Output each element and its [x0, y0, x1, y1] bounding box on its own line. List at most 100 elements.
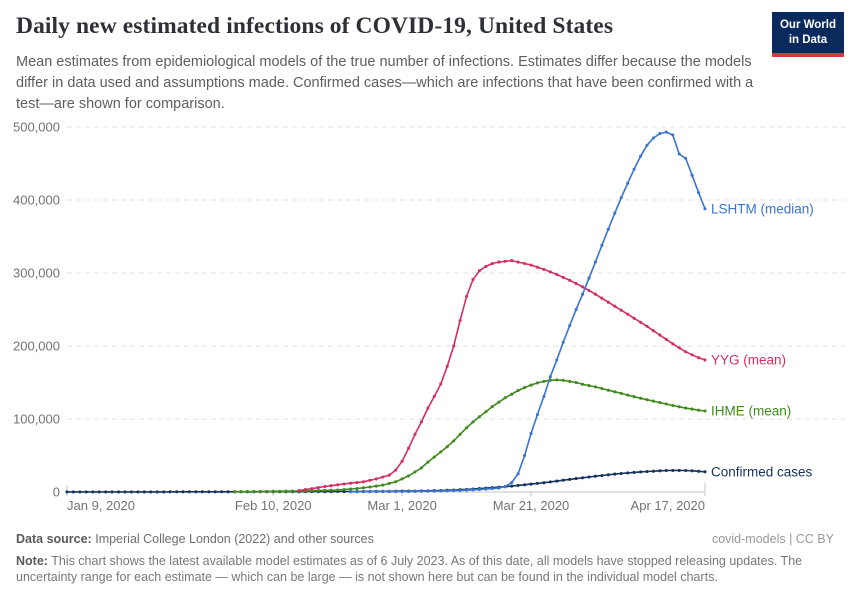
data-point-marker: [651, 329, 655, 333]
data-point-marker: [529, 383, 533, 387]
data-point-marker: [490, 405, 494, 409]
data-point-marker: [387, 490, 391, 494]
data-point-marker: [316, 486, 320, 490]
data-point-marker: [452, 344, 456, 348]
data-point-marker: [142, 490, 146, 494]
data-point-marker: [477, 269, 481, 273]
data-point-marker: [149, 490, 153, 494]
data-point-marker: [600, 296, 604, 300]
data-point-marker: [84, 490, 88, 494]
data-point-marker: [639, 320, 643, 324]
data-point-marker: [497, 260, 501, 264]
data-point-marker: [658, 333, 662, 337]
data-point-marker: [593, 385, 597, 389]
data-point-marker: [671, 468, 675, 472]
data-point-marker: [632, 395, 636, 399]
data-point-marker: [200, 490, 204, 494]
data-point-marker: [342, 487, 346, 492]
data-point-marker: [510, 392, 514, 396]
data-point-marker: [484, 264, 488, 268]
data-point-marker: [439, 382, 443, 386]
data-point-marker: [291, 489, 295, 493]
data-point-marker: [548, 270, 552, 274]
data-point-marker: [645, 143, 649, 147]
series-end-label[interactable]: YYG (mean): [711, 352, 786, 367]
data-point-marker: [516, 472, 520, 476]
data-point-marker: [677, 405, 681, 409]
data-point-marker: [271, 489, 275, 493]
data-point-marker: [91, 490, 95, 494]
data-point-marker: [497, 486, 501, 490]
data-point-marker: [419, 489, 423, 493]
data-point-marker: [619, 471, 623, 476]
data-point-marker: [587, 384, 591, 388]
data-point-marker: [581, 285, 585, 289]
data-point-marker: [664, 468, 668, 473]
data-point-marker: [426, 489, 430, 493]
data-point-marker: [677, 468, 681, 472]
data-point-marker: [651, 136, 655, 140]
chart-plot-area[interactable]: 0 100,000 200,000 300,000 400,000 500,000 Jan …: [0, 115, 850, 527]
data-point-marker: [684, 350, 688, 354]
data-point-marker: [626, 393, 630, 397]
data-point-marker: [297, 488, 301, 493]
data-point-marker: [394, 468, 398, 472]
data-point-marker: [445, 364, 449, 368]
data-point-marker: [626, 471, 630, 475]
x-axis: Jan 9, 2020 Feb 10, 2020 Mar 1, 2020 Mar 21…: [66, 483, 706, 513]
data-point-marker: [555, 479, 559, 483]
data-point-marker: [613, 211, 617, 215]
x-axis-tick-label: Jan 9, 2020: [67, 498, 135, 513]
owid-logo[interactable]: Our World in Data: [771, 12, 844, 57]
data-point-marker: [355, 490, 359, 494]
data-point-marker: [529, 263, 533, 267]
data-point-marker: [265, 489, 269, 493]
data-point-marker: [581, 292, 585, 296]
data-point-marker: [703, 409, 707, 413]
owid-logo-line2: in Data: [788, 33, 828, 46]
data-point-marker: [703, 207, 707, 211]
data-point-marker: [542, 379, 546, 383]
data-point-marker: [471, 278, 475, 282]
chart-credit: covid-models | CC BY: [711, 532, 834, 546]
data-point-marker: [542, 481, 546, 485]
data-point-marker: [581, 382, 585, 386]
chart-footer: Data source: Imperial College London (20…: [16, 532, 834, 586]
data-point-marker: [213, 490, 217, 494]
data-point-marker: [535, 381, 539, 385]
data-point-marker: [600, 386, 604, 391]
data-point-marker: [503, 259, 507, 263]
data-point-marker: [555, 272, 559, 277]
data-point-marker: [226, 490, 230, 494]
data-point-marker: [626, 181, 630, 185]
data-point-marker: [606, 388, 610, 392]
data-point-marker: [432, 489, 436, 493]
data-point-marker: [651, 469, 655, 473]
page-title: Daily new estimated infections of COVID-…: [16, 13, 614, 39]
data-point-marker: [645, 324, 649, 328]
data-point-marker: [349, 490, 353, 494]
x-axis-tick-label: Mar 1, 2020: [367, 498, 436, 513]
data-point-marker: [568, 324, 572, 328]
data-point-marker: [484, 487, 488, 491]
data-point-marker: [523, 483, 527, 487]
data-point-marker: [336, 488, 340, 492]
data-point-marker: [117, 490, 121, 494]
data-point-marker: [697, 469, 701, 473]
data-point-marker: [329, 488, 333, 492]
data-point-marker: [548, 375, 552, 379]
data-point-marker: [568, 379, 572, 383]
data-point-marker: [639, 396, 643, 400]
data-point-marker: [439, 489, 443, 493]
data-point-marker: [400, 489, 404, 494]
data-point-marker: [613, 304, 617, 308]
data-point-marker: [639, 154, 643, 158]
data-point-marker: [516, 260, 520, 264]
data-point-marker: [323, 484, 327, 489]
data-point-marker: [632, 167, 636, 171]
data-point-marker: [355, 480, 359, 485]
data-point-marker: [510, 259, 514, 263]
series-end-label[interactable]: Confirmed cases: [711, 464, 813, 479]
series-end-label[interactable]: IHME (mean): [711, 403, 791, 418]
series-end-label[interactable]: LSHTM (median): [711, 201, 814, 216]
